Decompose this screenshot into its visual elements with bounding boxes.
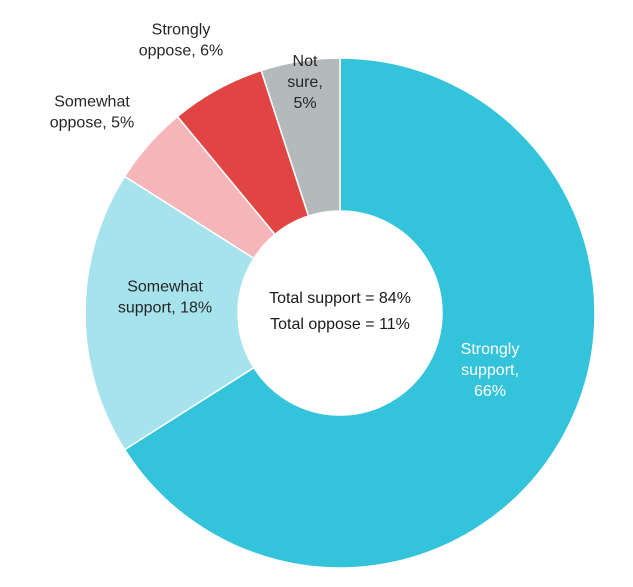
label-somewhat-support: Somewhat support, 18%	[118, 279, 212, 317]
slice-labels: Strongly support, 66% Somewhat support, 18% S…	[50, 22, 520, 401]
donut-slices	[84, 57, 596, 569]
center-summary: Total support = 84% Total oppose = 11%	[269, 290, 411, 333]
label-strongly-oppose: Strongly oppose, 6%	[139, 22, 224, 60]
label-strongly-support: Strongly support, 66%	[461, 341, 520, 400]
center-total-support: Total support = 84%	[269, 290, 411, 307]
center-total-oppose: Total oppose = 11%	[270, 316, 410, 333]
slice-somewhat-support	[84, 175, 255, 451]
slice-strongly-support	[123, 57, 596, 569]
slice-not-sure	[260, 57, 341, 217]
label-not-sure: Not sure, 5%	[287, 53, 323, 112]
label-somewhat-oppose: Somewhat oppose, 5%	[50, 94, 135, 132]
